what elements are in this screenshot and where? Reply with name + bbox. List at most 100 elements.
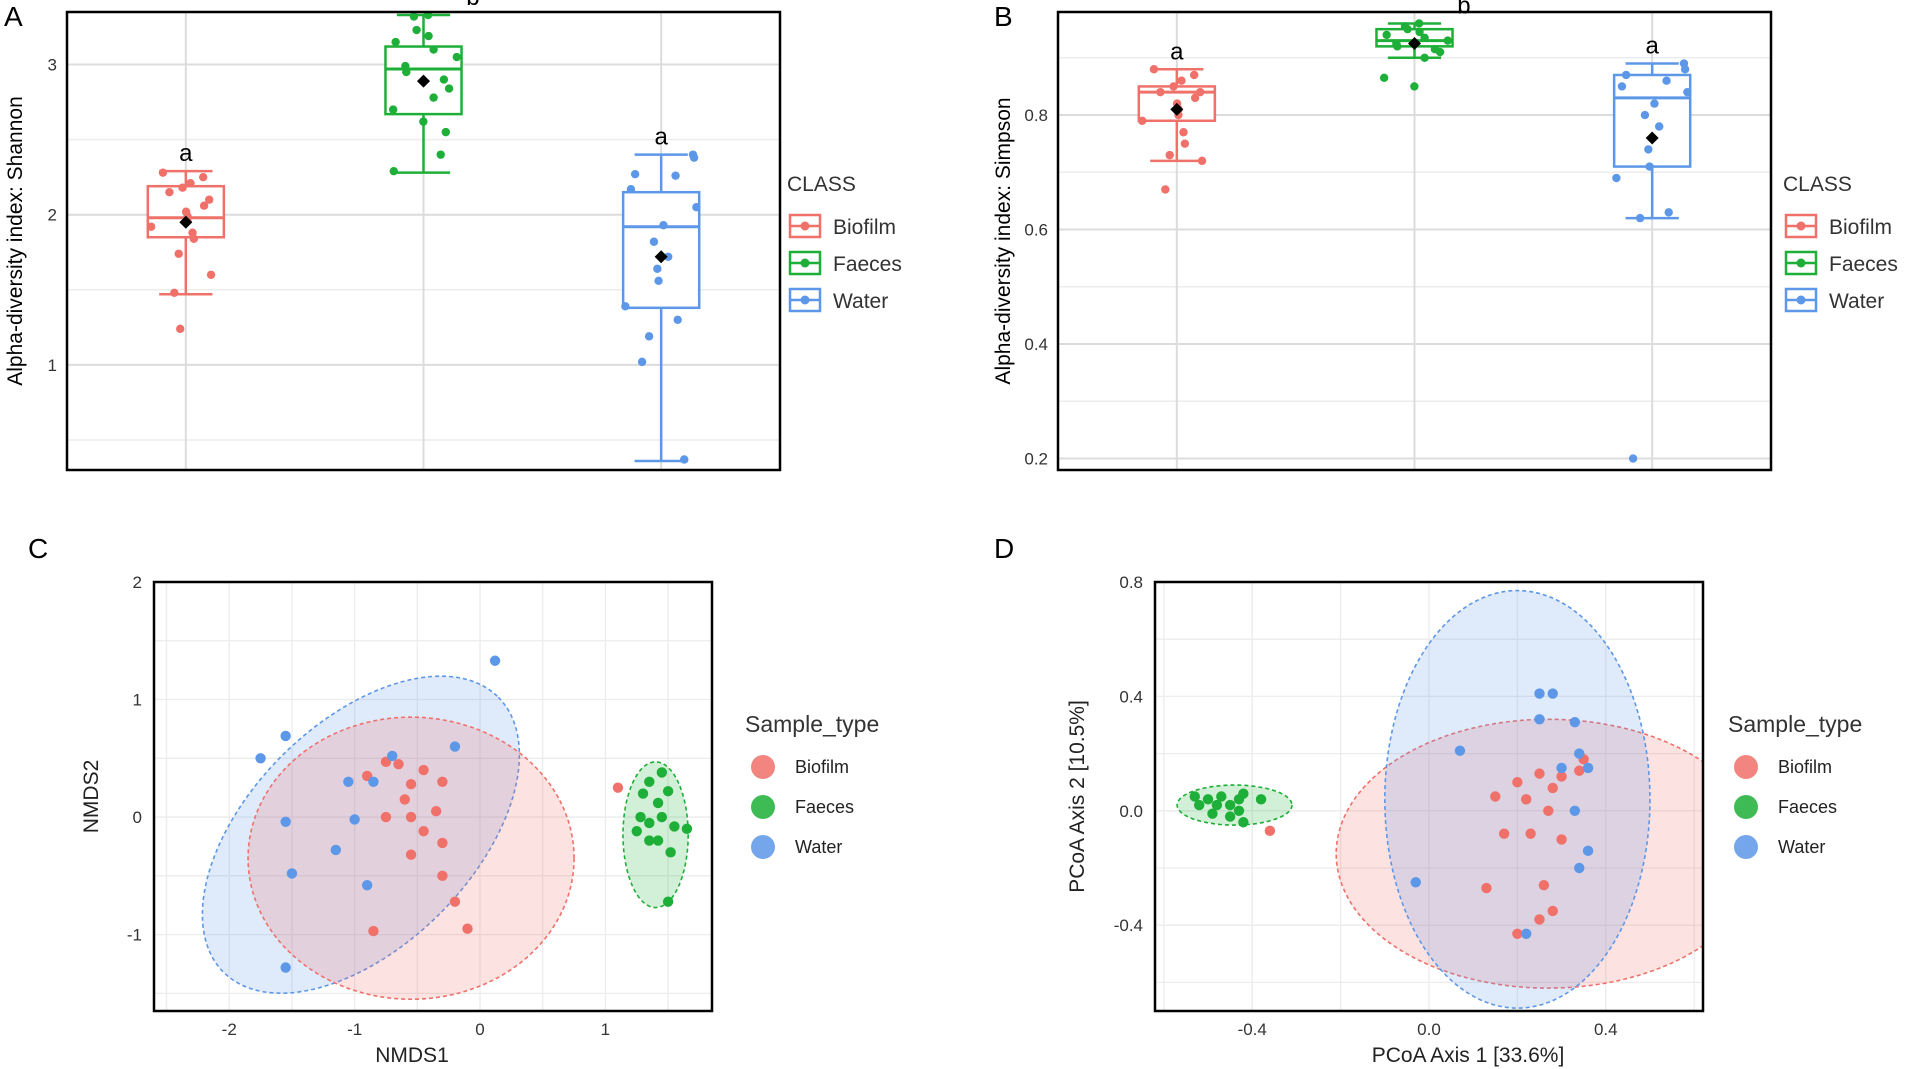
data-point [1534, 768, 1545, 779]
data-point [1180, 139, 1190, 148]
data-point [1640, 110, 1650, 120]
legend-label: Biofilm [1778, 757, 1832, 777]
legend-label: Biofilm [1829, 216, 1892, 239]
data-point [1410, 82, 1419, 91]
data-point [391, 37, 400, 47]
data-point [1202, 794, 1214, 805]
data-point [1621, 70, 1631, 80]
data-point [1547, 782, 1558, 794]
data-point [419, 117, 428, 126]
data-point [1169, 82, 1178, 91]
legend-key-dot [751, 835, 775, 859]
panel-letter-b: B [994, 1, 1013, 32]
data-point [489, 655, 501, 666]
data-point [1207, 808, 1218, 819]
data-point [1556, 834, 1567, 845]
data-point [405, 811, 417, 823]
y-axis-label: NMDS2 [80, 760, 103, 834]
data-point [1569, 716, 1581, 728]
data-point [649, 237, 659, 246]
legend-title: CLASS [1783, 173, 1852, 196]
y-tick-label: 0.6 [1024, 221, 1048, 240]
data-point [1156, 87, 1165, 97]
data-point [429, 45, 438, 54]
data-point [388, 105, 398, 114]
y-tick-label: 0 [133, 808, 142, 827]
panel-c: -2 -1 0 1 -1 0 1 2 NMDS1 NMDS2 Sample_type Biofilm F… [80, 573, 879, 1067]
data-point [1264, 825, 1276, 837]
significance-letter: b [466, 0, 479, 11]
legend-label: Water [1778, 837, 1825, 857]
data-point [656, 767, 668, 778]
data-point [1644, 145, 1653, 154]
y-tick-label: 0.0 [1119, 802, 1143, 821]
legend-label: Biofilm [833, 216, 896, 239]
x-tick-label: 0.0 [1417, 1020, 1441, 1039]
y-tick-label: 0.4 [1024, 335, 1048, 354]
data-point [656, 811, 668, 823]
data-point [1543, 805, 1554, 816]
data-point [1574, 862, 1585, 874]
data-point [637, 788, 649, 799]
y-tick-label: 0.8 [1119, 573, 1143, 592]
ellipse-water [201, 675, 521, 994]
data-point [1255, 794, 1267, 805]
data-point [671, 171, 680, 180]
data-point [444, 84, 454, 93]
legend-key-dot [800, 295, 810, 305]
data-point [1512, 777, 1523, 788]
legend-key-dot [751, 755, 775, 779]
x-axis-label: NMDS1 [375, 1044, 449, 1067]
data-point [635, 811, 646, 823]
data-point [361, 880, 373, 891]
ellipse-water [1384, 589, 1651, 1009]
data-point [644, 835, 655, 846]
data-point [146, 222, 156, 231]
plot-frame [65, 10, 782, 472]
data-point [280, 730, 291, 742]
data-point [1403, 24, 1412, 34]
data-point [280, 816, 291, 827]
panel-letter-a: A [4, 1, 23, 32]
data-point [1161, 185, 1170, 194]
points-faeces [1189, 788, 1267, 828]
data-point [439, 75, 449, 84]
panel-a: 1 2 3 a b a Alpha-diversity index: Shannon CLAS… [4, 0, 902, 472]
data-point [399, 794, 410, 805]
data-point [178, 183, 187, 192]
data-point [680, 455, 689, 464]
significance-letter: a [179, 140, 193, 167]
data-point [206, 270, 216, 279]
ellipse-faeces [622, 761, 689, 909]
y-tick-label: 1 [48, 356, 57, 375]
data-point [437, 776, 448, 788]
data-point [205, 195, 214, 204]
box-faeces: b [384, 0, 480, 176]
data-point [662, 786, 674, 797]
x-axis-label: PCoA Axis 1 [33.6%] [1372, 1044, 1565, 1067]
panel-letter-d: D [994, 533, 1014, 564]
data-point [1165, 150, 1174, 160]
data-point [368, 925, 379, 937]
mean-marker [1645, 131, 1659, 145]
data-point [387, 750, 398, 762]
mean-marker [417, 74, 430, 88]
legend: Sample_type Biofilm Faeces Water [745, 711, 879, 859]
y-tick-label: 2 [133, 573, 142, 592]
points-water [1410, 688, 1594, 939]
data-point [1420, 33, 1429, 42]
box-iqr [621, 190, 701, 310]
data-point [1189, 70, 1199, 80]
data-point [424, 31, 433, 41]
data-point [665, 847, 676, 858]
mean-marker [1170, 102, 1184, 116]
data-point [1574, 748, 1585, 759]
box-water: a [1612, 33, 1692, 463]
data-point [286, 868, 298, 879]
points-biofilm [361, 756, 624, 937]
x-tick-label: -0.4 [1238, 1020, 1267, 1039]
data-point [437, 870, 448, 882]
data-point [1224, 811, 1236, 822]
data-point [1443, 36, 1452, 45]
